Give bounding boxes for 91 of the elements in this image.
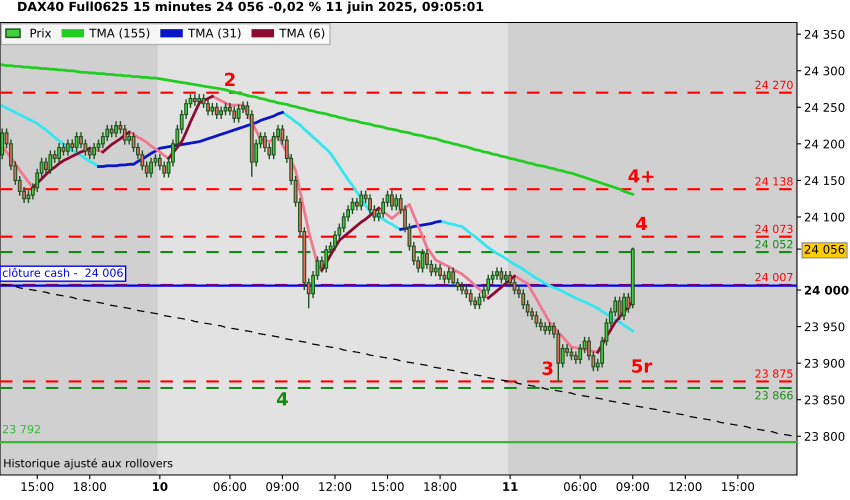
candlestick <box>468 288 473 306</box>
candlestick <box>197 93 202 107</box>
ref-line-label: clôture cash - 24 006 <box>2 268 123 277</box>
ref-line-label: 24 138 <box>755 177 793 186</box>
candlestick <box>543 322 548 336</box>
candlestick <box>574 350 578 365</box>
y-tick-label: 24 150 <box>804 176 844 186</box>
candlestick <box>342 212 346 233</box>
y-tick-label: 24 056 <box>804 244 844 254</box>
candlestick <box>359 190 364 212</box>
candlestick <box>272 131 276 160</box>
y-tick-label: 24 000 <box>804 286 849 295</box>
candlestick <box>538 318 543 332</box>
y-tick-label: 24 250 <box>804 103 844 112</box>
candlestick <box>214 102 219 120</box>
candlestick <box>236 104 241 124</box>
y-tick-label: 24 200 <box>804 140 844 148</box>
y-tick-label: 24 300 <box>804 66 844 76</box>
candlestick <box>434 263 438 277</box>
x-tick-label: 10 <box>152 482 168 492</box>
candlestick <box>162 160 166 178</box>
candlestick <box>504 270 508 284</box>
candlestick <box>57 142 62 164</box>
legend-label: TMA (155) <box>89 28 150 39</box>
ref-line-label: 23 792 <box>3 424 40 434</box>
candlestick <box>140 150 144 171</box>
candlestick <box>232 106 236 124</box>
x-tick-label: 12:00 <box>319 482 352 492</box>
y-tick-label: 23 950 <box>804 322 844 332</box>
candlestick <box>324 244 328 274</box>
candlestick <box>48 150 52 175</box>
candlestick <box>381 197 386 218</box>
candlestick <box>521 288 526 310</box>
x-tick-label: 18:00 <box>74 482 106 492</box>
candlestick <box>88 146 92 160</box>
x-tick-label: 09:00 <box>266 482 299 492</box>
x-tick-label: 09:00 <box>616 482 649 492</box>
annotation: 4+ <box>628 169 654 182</box>
candlestick <box>354 197 359 212</box>
ref-line-label: 24 052 <box>755 240 792 248</box>
candlestick <box>394 194 398 212</box>
x-tick-label: 15:00 <box>372 482 404 492</box>
x-tick-label: 12:00 <box>670 482 702 492</box>
legend-label: TMA (31) <box>188 28 241 39</box>
candlestick <box>486 274 490 296</box>
chart-title: DAX40 Full0625 15 minutes 24 056 -0,02 % 11 juin 2025, 09:05:01 <box>18 2 484 14</box>
legend-label: TMA (6) <box>279 28 324 39</box>
legend-label: Prix <box>30 28 52 38</box>
annotation: 5r <box>632 359 652 373</box>
candlestick <box>202 93 206 109</box>
candlestick <box>219 106 224 120</box>
annotation: 3 <box>542 361 552 376</box>
ref-line-label: 23 875 <box>755 369 792 378</box>
candlestick <box>210 102 214 116</box>
ref-line-label: 24 270 <box>755 80 793 90</box>
candlestick <box>70 138 74 153</box>
candlestick <box>83 138 88 156</box>
y-tick-label: 24 350 <box>804 30 844 39</box>
x-tick-label: 06:00 <box>564 482 596 492</box>
annotation: 2 <box>225 72 235 86</box>
candlestick <box>578 343 582 365</box>
candlestick <box>508 270 512 288</box>
x-tick-label: 15:00 <box>22 482 54 492</box>
y-tick-label: 24 100 <box>804 212 844 222</box>
ref-line-label: 23 866 <box>755 391 793 400</box>
candlestick <box>499 266 504 284</box>
annotation: 4 <box>636 216 647 230</box>
candlestick <box>192 93 197 107</box>
candlestick <box>66 138 70 156</box>
candlestick <box>0 128 4 160</box>
x-tick-label: 11 <box>503 482 518 491</box>
annotation: 4 <box>276 392 288 406</box>
candlestick <box>74 131 79 153</box>
y-tick-label: 23 900 <box>804 358 844 368</box>
y-tick-label: 23 850 <box>804 395 844 404</box>
annotation: Historique ajusté aux rollovers <box>4 458 172 470</box>
ref-line-label: 24 073 <box>755 224 793 234</box>
candlestick <box>92 142 96 160</box>
candlestick <box>127 131 132 146</box>
x-tick-label: 06:00 <box>214 482 246 492</box>
ref-line-label: 24 007 <box>755 272 793 282</box>
x-tick-label: 18:00 <box>424 482 456 492</box>
x-tick-label: 15:00 <box>722 482 754 492</box>
candlestick <box>105 124 110 142</box>
candlestick <box>110 124 114 138</box>
candlestick <box>158 153 162 171</box>
candlestick <box>122 124 127 146</box>
candlestick <box>618 296 622 321</box>
y-tick-label: 23 800 <box>804 432 844 441</box>
candlestick <box>446 266 451 284</box>
candlestick <box>451 266 456 288</box>
